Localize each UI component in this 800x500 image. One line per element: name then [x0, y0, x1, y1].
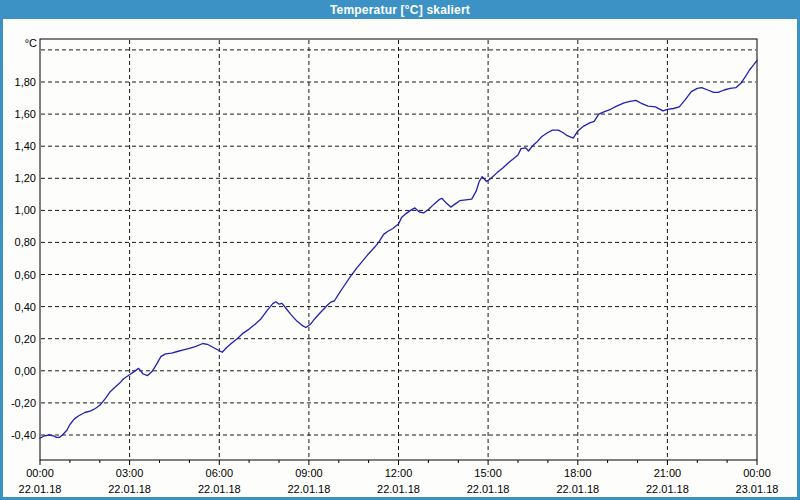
y-axis-label: -0,20 [11, 397, 36, 409]
x-axis-time-label: 00:00 [26, 467, 54, 479]
x-axis-date-label: 22.01.18 [377, 483, 420, 495]
y-axis-label: 0,60 [15, 269, 36, 281]
x-axis-time-label: 06:00 [206, 467, 234, 479]
x-axis-time-label: 18:00 [564, 467, 592, 479]
x-axis-date-label: 22.01.18 [198, 483, 241, 495]
y-axis-label: 0,80 [15, 236, 36, 248]
temperature-series-line [40, 60, 757, 438]
x-axis-date-label: 22.01.18 [556, 483, 599, 495]
x-axis-date-label: 22.01.18 [287, 483, 330, 495]
app-window: Temperatur [°C] skaliert °C1,801,601,401… [0, 0, 800, 500]
x-axis-time-label: 09:00 [295, 467, 323, 479]
x-axis-date-label: 22.01.18 [646, 483, 689, 495]
chart-area: °C 1,80 1,60 1,40 1,20 1,00 0,80 0,60 0,40 0,20 0,… [3, 19, 797, 497]
y-axis-label: -0,40 [11, 429, 36, 441]
y-axis-label: 1,80 [15, 76, 36, 88]
y-axis-label: 0,00 [15, 365, 36, 377]
x-axis-time-label: 12:00 [385, 467, 413, 479]
y-axis-label: 0,40 [15, 301, 36, 313]
x-axis-date-label: 22.01.18 [108, 483, 151, 495]
y-axis-label: 1,20 [15, 172, 36, 184]
y-axis-label: 1,00 [15, 204, 36, 216]
x-axis-time-label: 21:00 [654, 467, 682, 479]
y-axis-unit-label: °C [25, 37, 37, 49]
x-axis-date-label: 22.01.18 [19, 483, 62, 495]
x-axis-time-label: 03:00 [116, 467, 144, 479]
x-axis-time-label: 15:00 [474, 467, 502, 479]
axis-box [40, 39, 757, 460]
y-axis-label: 0,20 [15, 333, 36, 345]
x-axis-date-label: 23.01.18 [736, 483, 779, 495]
x-axis-date-label: 22.01.18 [467, 483, 510, 495]
y-axis-label: 1,40 [15, 140, 36, 152]
y-axis-label: 1,60 [15, 108, 36, 120]
temperature-chart[interactable]: °C 1,80 1,60 1,40 1,20 1,00 0,80 0,60 0,40 0,20 0,… [0, 0, 800, 500]
x-axis-time-label: 00:00 [743, 467, 771, 479]
